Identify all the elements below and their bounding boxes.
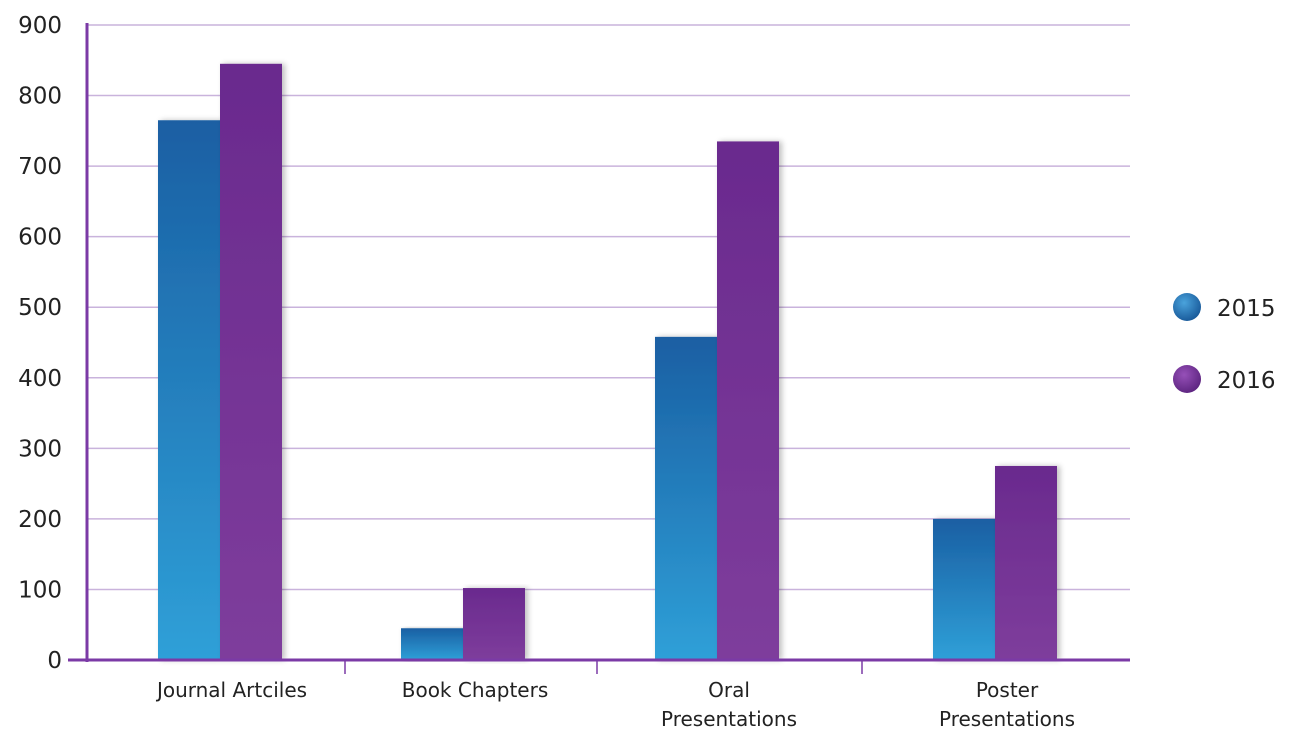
bar-2016-2 bbox=[717, 141, 779, 660]
y-tick-label: 200 bbox=[18, 507, 62, 533]
y-tick-label: 600 bbox=[18, 225, 62, 251]
y-tick-label: 500 bbox=[18, 295, 62, 321]
legend-label-2016: 2016 bbox=[1217, 368, 1276, 394]
y-tick-label: 300 bbox=[18, 436, 62, 462]
bar-2015-3 bbox=[933, 518, 995, 660]
x-tick-label: Journal Artciles bbox=[155, 678, 307, 702]
y-tick-labels: 0 100 200 300 400 500 600 700 800 900 bbox=[18, 13, 62, 674]
y-tick-label: 0 bbox=[47, 648, 62, 674]
x-tick-label: Poster Presentations bbox=[939, 678, 1075, 731]
y-tick-label: 900 bbox=[18, 13, 62, 39]
bar-2016-1 bbox=[463, 588, 525, 660]
legend-label-2015: 2015 bbox=[1217, 296, 1276, 322]
x-tick-label: Oral Presentations bbox=[661, 678, 797, 731]
bar-2015-2 bbox=[655, 336, 717, 660]
x-tick-labels: Journal Artciles Book Chapters Oral Present… bbox=[155, 678, 1075, 731]
bar-2016-3 bbox=[995, 465, 1057, 660]
legend: 2015 2016 bbox=[1173, 293, 1276, 394]
bar-2015-0 bbox=[158, 120, 220, 660]
y-tick-label: 800 bbox=[18, 84, 62, 110]
bar-2016-0 bbox=[220, 63, 282, 661]
axes bbox=[68, 23, 1130, 674]
y-tick-label: 100 bbox=[18, 577, 62, 603]
bar-2015-1 bbox=[401, 628, 463, 660]
legend-marker-2015 bbox=[1173, 293, 1201, 321]
bars bbox=[158, 63, 1057, 661]
x-tick-label: Book Chapters bbox=[402, 678, 549, 702]
legend-marker-2016 bbox=[1173, 365, 1201, 393]
y-tick-label: 400 bbox=[18, 366, 62, 392]
y-tick-label: 700 bbox=[18, 154, 62, 180]
